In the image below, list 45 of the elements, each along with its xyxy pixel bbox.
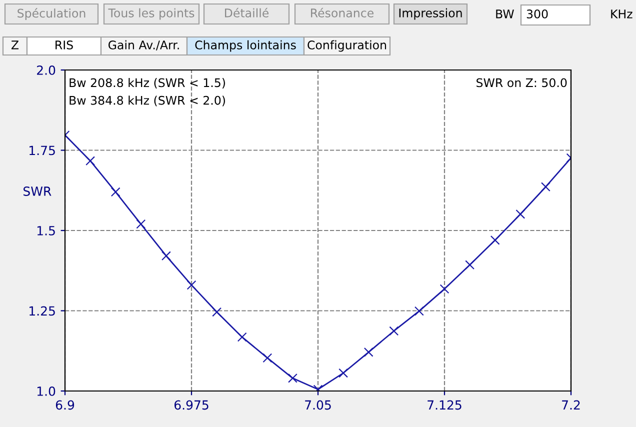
point [414,306,424,316]
text: Spéculation [18,8,86,20]
point [237,332,247,342]
x-tick-label: 6.9 [56,400,74,410]
y-tick-label: 1.25 [30,306,55,316]
point [86,156,96,166]
y-tick-label: 1.5 [37,226,55,236]
text: Détaillé [225,8,269,18]
point [490,235,500,245]
point [338,368,348,378]
x-tick-label: 7.05 [305,400,331,410]
point [262,353,272,363]
text: Gain Av./Arr. [108,40,179,50]
point [364,347,374,357]
text: BW [496,10,514,18]
point [161,251,171,261]
text: Impression [399,8,462,20]
point [389,326,399,336]
y-tick-label: 1.75 [30,146,55,156]
text: KHz [611,10,632,18]
y-axis-title: SWR [24,186,52,196]
text: 300 [526,9,548,18]
point [465,260,475,270]
text: Champs lointains [195,40,296,52]
y-tick-label: 2.0 [37,65,56,75]
x-tick-label: 7.125 [428,400,462,410]
x-tick-label: 6.975 [174,400,208,410]
annotation: SWR on Z: 50.0 [476,78,567,88]
text: Tous les points [108,8,194,20]
point [540,182,550,192]
y-tick-label: 1.0 [37,386,56,396]
text: Z [11,40,19,50]
x-tick-label: 7.2 [562,400,580,410]
point [288,373,298,383]
annotation: Bw 208.8 kHz (SWR < 1.5) [70,78,225,89]
annotation: Bw 384.8 kHz (SWR < 2.0) [70,96,225,106]
point [110,187,120,197]
text: Résonance [311,8,374,18]
text: Configuration [308,40,386,52]
point [516,209,526,219]
point [186,280,196,290]
point [136,219,146,229]
text: RIS [56,40,73,50]
point [212,307,222,317]
point [440,284,450,294]
